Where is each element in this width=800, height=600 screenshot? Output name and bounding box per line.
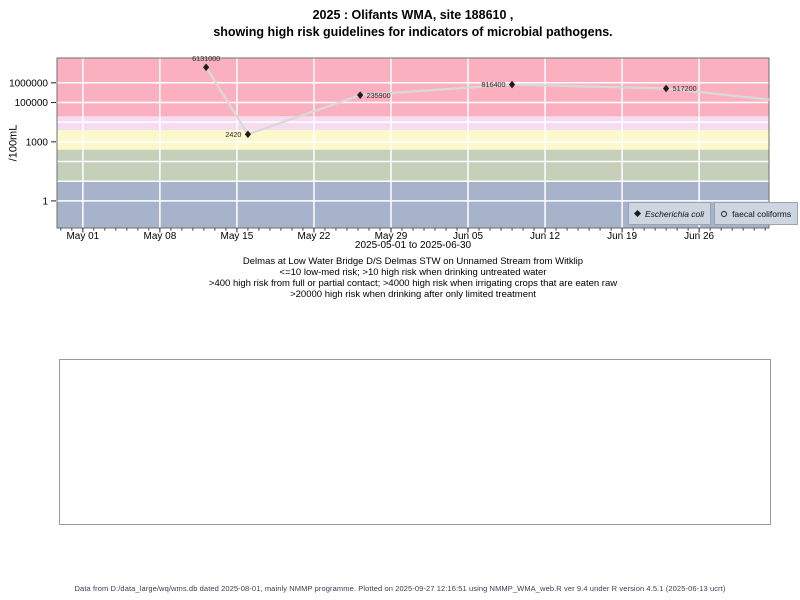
caption-line-risk-1: <=10 low-med risk; >10 high risk when dr… (279, 267, 547, 278)
plot-area-svg: May 01 May 08 May 15 May 22 May 29 Jun 05 Jun … (9, 54, 770, 242)
y-axis-label: /100mL (0, 58, 26, 228)
svg-text:May 15: May 15 (221, 231, 254, 242)
empty-notes-panel (59, 359, 771, 525)
svg-text:100000: 100000 (15, 98, 49, 109)
svg-text:May 22: May 22 (298, 231, 331, 242)
svg-text:517200: 517200 (673, 84, 697, 93)
svg-text:1: 1 (42, 196, 48, 207)
svg-text:Jun 19: Jun 19 (607, 231, 637, 242)
svg-text:May 29: May 29 (375, 231, 408, 242)
chart-title: 2025 : Olifants WMA, site 188610 , showi… (57, 7, 769, 41)
svg-text:May 08: May 08 (143, 231, 176, 242)
chart-title-line1: 2025 : Olifants WMA, site 188610 , (312, 8, 514, 22)
chart-title-line2: showing high risk guidelines for indicat… (213, 25, 613, 39)
svg-text:Jun 05: Jun 05 (453, 231, 483, 242)
svg-text:Jun 12: Jun 12 (530, 231, 560, 242)
y-axis-label-text: /100mL (7, 124, 20, 162)
legend-entry-escherichia-coli: Escherichia coli (628, 202, 712, 225)
svg-text:Jun 26: Jun 26 (684, 231, 714, 242)
legend-label-escherichia-coli: Escherichia coli (645, 208, 705, 219)
legend: Escherichia coli faecal coliforms (628, 202, 799, 225)
caption-line-risk-2: >400 high risk from full or partial cont… (208, 278, 618, 289)
legend-entry-faecal-coliforms: faecal coliforms (714, 202, 799, 225)
svg-text:2420: 2420 (225, 130, 241, 139)
svg-text:May 01: May 01 (66, 231, 99, 242)
svg-text:1000: 1000 (26, 137, 49, 148)
footer-provenance-text: Data from D:/data_large/wq/wms.db dated … (74, 584, 726, 593)
caption-line-site: Delmas at Low Water Bridge D/S Delmas ST… (242, 256, 584, 267)
legend-label-faecal-coliforms: faecal coliforms (732, 208, 792, 219)
svg-text:1000000: 1000000 (9, 78, 48, 89)
svg-text:235900: 235900 (367, 91, 391, 100)
caption-line-risk-3: >20000 high risk when drinking after onl… (290, 289, 536, 300)
open-circle-icon (721, 210, 728, 217)
filled-diamond-icon (633, 209, 642, 218)
svg-text:816400: 816400 (482, 80, 506, 89)
svg-text:6131000: 6131000 (192, 54, 220, 63)
x-axis-title: 2025-05-01 to 2025-06-30 (354, 240, 472, 251)
caption-block: Delmas at Low Water Bridge D/S Delmas ST… (57, 256, 769, 300)
